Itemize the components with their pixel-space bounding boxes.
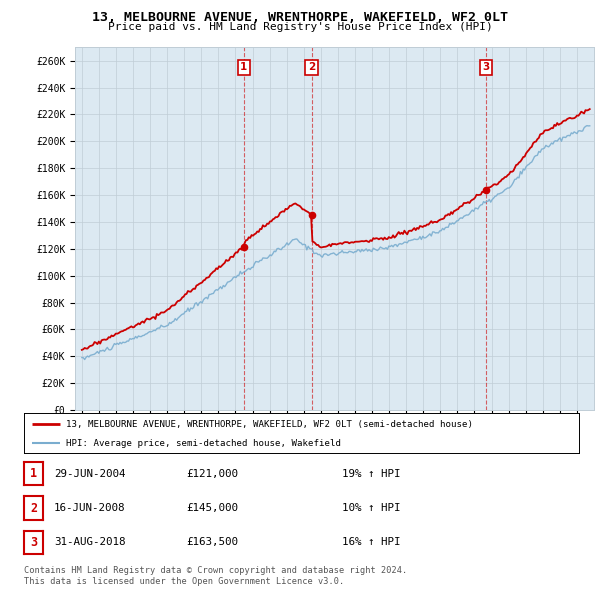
Text: 29-JUN-2004: 29-JUN-2004	[54, 469, 125, 479]
Text: 1: 1	[30, 467, 37, 480]
Text: 13, MELBOURNE AVENUE, WRENTHORPE, WAKEFIELD, WF2 0LT (semi-detached house): 13, MELBOURNE AVENUE, WRENTHORPE, WAKEFI…	[65, 419, 473, 429]
Text: 3: 3	[482, 63, 490, 73]
Text: 3: 3	[30, 536, 37, 549]
Text: £163,500: £163,500	[186, 537, 238, 548]
Text: £121,000: £121,000	[186, 469, 238, 479]
Text: 2: 2	[308, 63, 315, 73]
Text: 19% ↑ HPI: 19% ↑ HPI	[342, 469, 401, 479]
Text: 13, MELBOURNE AVENUE, WRENTHORPE, WAKEFIELD, WF2 0LT: 13, MELBOURNE AVENUE, WRENTHORPE, WAKEFI…	[92, 11, 508, 24]
Text: £145,000: £145,000	[186, 503, 238, 513]
Text: HPI: Average price, semi-detached house, Wakefield: HPI: Average price, semi-detached house,…	[65, 438, 341, 448]
Text: 10% ↑ HPI: 10% ↑ HPI	[342, 503, 401, 513]
Text: 31-AUG-2018: 31-AUG-2018	[54, 537, 125, 548]
Text: 16-JUN-2008: 16-JUN-2008	[54, 503, 125, 513]
Text: 1: 1	[240, 63, 247, 73]
Text: Price paid vs. HM Land Registry's House Price Index (HPI): Price paid vs. HM Land Registry's House …	[107, 22, 493, 32]
Text: 16% ↑ HPI: 16% ↑ HPI	[342, 537, 401, 548]
Text: Contains HM Land Registry data © Crown copyright and database right 2024.
This d: Contains HM Land Registry data © Crown c…	[24, 566, 407, 586]
Text: 2: 2	[30, 502, 37, 514]
